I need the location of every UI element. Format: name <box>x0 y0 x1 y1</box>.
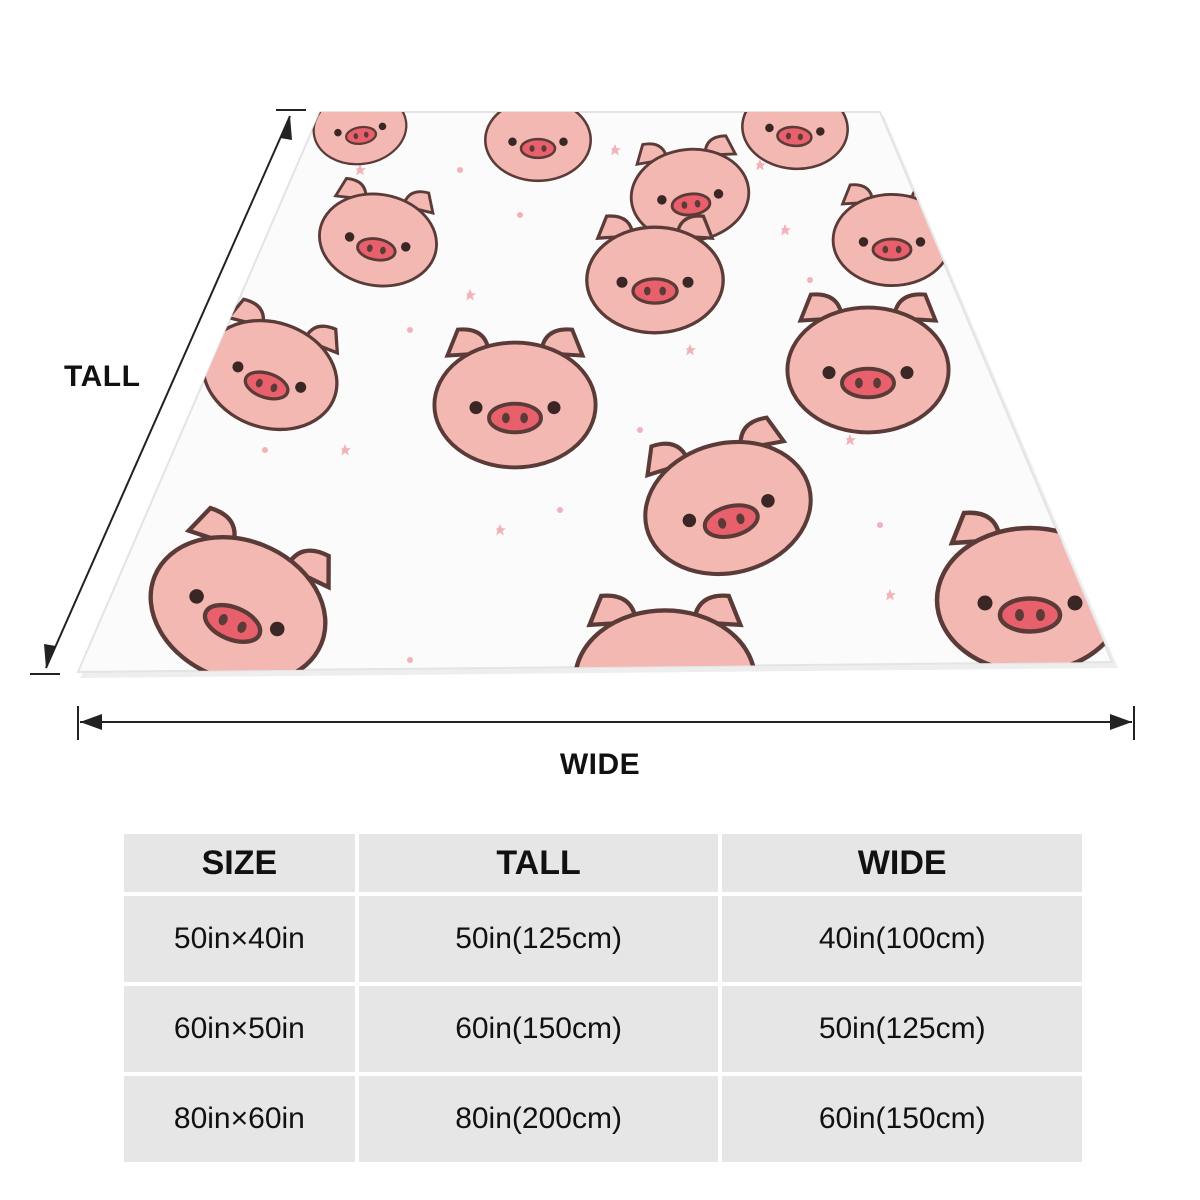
tall-cell: 50in(125cm) <box>358 896 719 982</box>
table-row: 80in×60in 80in(200cm) 60in(150cm) <box>124 1076 1082 1162</box>
header-wide: WIDE <box>722 834 1082 892</box>
pig-pattern <box>129 112 1123 750</box>
size-table: SIZE TALL WIDE 50in×40in 50in(125cm) 40i… <box>120 830 1086 1166</box>
header-size: SIZE <box>124 834 355 892</box>
table-row: 60in×50in 60in(150cm) 50in(125cm) <box>124 986 1082 1072</box>
tall-cell: 80in(200cm) <box>358 1076 719 1162</box>
header-tall: TALL <box>358 834 719 892</box>
size-cell: 60in×50in <box>124 986 355 1072</box>
wide-cell: 40in(100cm) <box>722 896 1082 982</box>
blanket-illustration <box>30 109 1135 750</box>
wide-arrow <box>77 706 1135 740</box>
size-cell: 80in×60in <box>124 1076 355 1162</box>
table-header-row: SIZE TALL WIDE <box>124 834 1082 892</box>
wide-dimension-label: WIDE <box>559 748 641 781</box>
tall-arrow <box>30 109 306 675</box>
wide-cell: 60in(150cm) <box>722 1076 1082 1162</box>
tall-cell: 60in(150cm) <box>358 986 719 1072</box>
table-row: 50in×40in 50in(125cm) 40in(100cm) <box>124 896 1082 982</box>
size-cell: 50in×40in <box>124 896 355 982</box>
wide-cell: 50in(125cm) <box>722 986 1082 1072</box>
tall-dimension-label: TALL <box>64 360 141 393</box>
